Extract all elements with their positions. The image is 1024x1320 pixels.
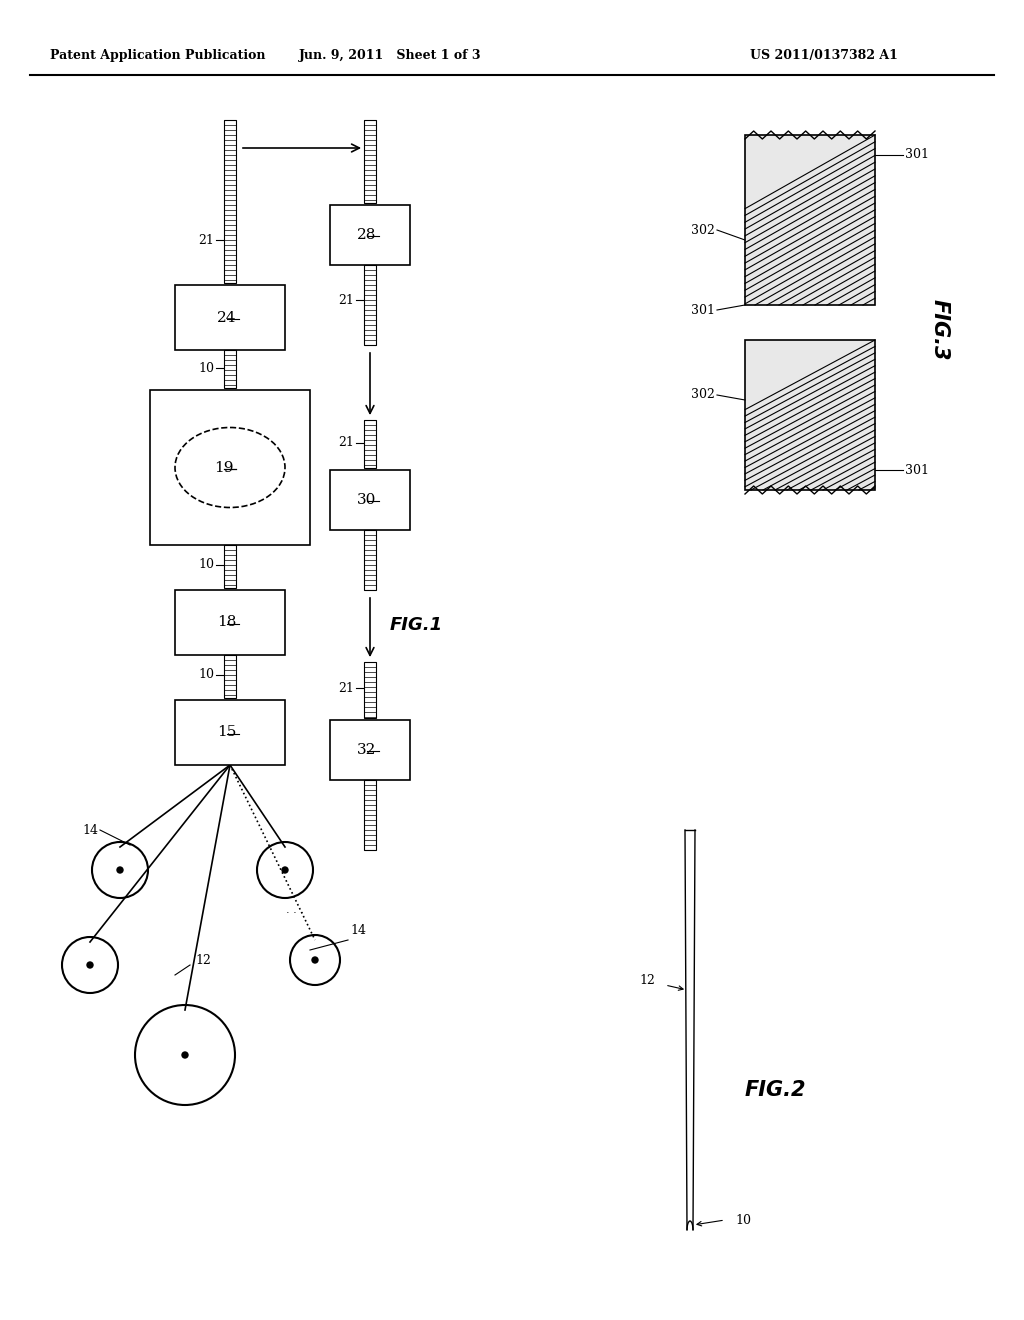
Text: 302: 302 bbox=[691, 223, 715, 236]
Circle shape bbox=[312, 957, 318, 964]
Bar bbox=[224, 655, 236, 698]
Circle shape bbox=[282, 867, 288, 873]
Text: 12: 12 bbox=[195, 953, 211, 966]
Text: 10: 10 bbox=[735, 1213, 751, 1226]
Ellipse shape bbox=[175, 428, 285, 507]
Bar bbox=[364, 420, 376, 469]
Text: 14: 14 bbox=[82, 824, 98, 837]
Text: 302: 302 bbox=[691, 388, 715, 401]
Bar bbox=[224, 350, 236, 388]
Text: FIG.1: FIG.1 bbox=[390, 616, 443, 634]
Text: 12: 12 bbox=[639, 974, 655, 986]
Text: . . .: . . . bbox=[286, 906, 304, 915]
Bar bbox=[150, 389, 310, 545]
Text: 19: 19 bbox=[214, 461, 233, 474]
Bar bbox=[175, 285, 285, 350]
Text: Jun. 9, 2011   Sheet 1 of 3: Jun. 9, 2011 Sheet 1 of 3 bbox=[299, 49, 481, 62]
Bar bbox=[330, 470, 410, 531]
Bar bbox=[364, 663, 376, 718]
Bar bbox=[330, 719, 410, 780]
Bar bbox=[224, 545, 236, 587]
Bar bbox=[364, 120, 376, 203]
Text: 301: 301 bbox=[905, 149, 929, 161]
Text: 301: 301 bbox=[691, 304, 715, 317]
Text: 30: 30 bbox=[357, 492, 377, 507]
Text: Patent Application Publication: Patent Application Publication bbox=[50, 49, 265, 62]
Circle shape bbox=[117, 867, 123, 873]
Bar bbox=[175, 700, 285, 766]
Text: 10: 10 bbox=[198, 668, 214, 681]
Bar bbox=[224, 120, 236, 282]
Text: 24: 24 bbox=[217, 310, 237, 325]
Text: 18: 18 bbox=[217, 615, 237, 630]
Bar bbox=[330, 205, 410, 265]
Text: 15: 15 bbox=[217, 726, 237, 739]
Text: 28: 28 bbox=[357, 228, 377, 242]
Bar bbox=[364, 531, 376, 590]
Bar bbox=[745, 341, 874, 490]
Bar bbox=[364, 780, 376, 850]
Text: US 2011/0137382 A1: US 2011/0137382 A1 bbox=[750, 49, 898, 62]
Circle shape bbox=[182, 1052, 188, 1059]
Bar bbox=[364, 265, 376, 345]
Text: 301: 301 bbox=[905, 463, 929, 477]
Bar bbox=[745, 135, 874, 305]
Text: FIG.3: FIG.3 bbox=[930, 300, 950, 360]
Text: 21: 21 bbox=[338, 437, 354, 450]
Text: 14: 14 bbox=[350, 924, 366, 936]
Text: 21: 21 bbox=[338, 293, 354, 306]
Circle shape bbox=[87, 962, 93, 968]
Text: 10: 10 bbox=[198, 558, 214, 572]
Text: 32: 32 bbox=[357, 743, 377, 756]
Text: 10: 10 bbox=[198, 362, 214, 375]
Bar bbox=[745, 135, 874, 305]
Text: 21: 21 bbox=[198, 234, 214, 247]
Text: 21: 21 bbox=[338, 681, 354, 694]
Bar bbox=[175, 590, 285, 655]
Bar bbox=[745, 341, 874, 490]
Text: FIG.2: FIG.2 bbox=[745, 1080, 807, 1100]
